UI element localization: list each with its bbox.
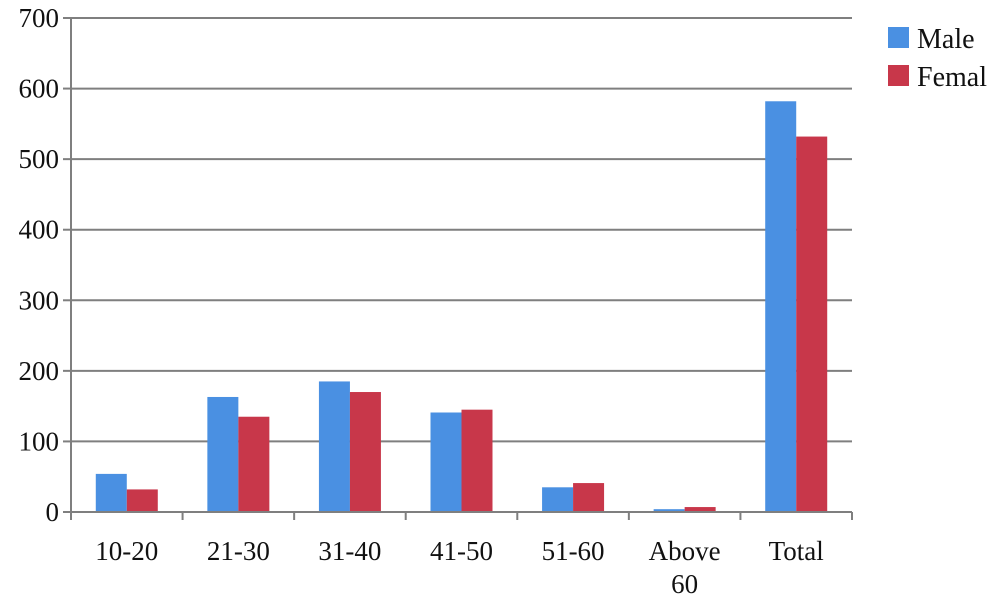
y-tick-label: 600 (19, 74, 60, 104)
bar-femal-1 (238, 416, 270, 512)
x-tick-label-line: 10-20 (95, 536, 158, 566)
y-tick-label: 500 (19, 144, 60, 174)
y-tick-label: 200 (19, 356, 60, 386)
bar-male-0 (95, 473, 127, 512)
legend-label-femal: Femal (917, 62, 987, 93)
bar-femal-3 (461, 409, 493, 512)
y-tick-label: 0 (46, 497, 60, 527)
y-tick-label: 100 (19, 426, 60, 456)
x-tick-label: 10-20 (95, 536, 158, 566)
bar-male-2 (318, 381, 350, 512)
bar-femal-4 (573, 483, 605, 512)
y-tick-label: 700 (19, 3, 60, 33)
bar-male-3 (430, 412, 462, 512)
x-tick-label-line: 41-50 (430, 536, 493, 566)
bar-femal-6 (796, 136, 828, 512)
legend-label-male: Male (917, 24, 975, 55)
axes: 0 100 200 300 400 500 600 700 10-20 21-30 31-40 41-… (19, 3, 853, 599)
x-tick-label: Above 60 (649, 536, 721, 599)
x-tick-label: Total (769, 536, 824, 566)
legend: Male Femal (888, 24, 987, 93)
legend-swatch-male (888, 27, 909, 48)
bar-male-1 (207, 396, 239, 512)
bar-male-4 (542, 487, 574, 512)
bar-femal-0 (126, 489, 158, 512)
x-tick-label: 41-50 (430, 536, 493, 566)
bar-femal-2 (349, 392, 381, 512)
x-tick-label: 31-40 (318, 536, 381, 566)
x-tick-label-line: Total (769, 536, 824, 566)
x-tick-label-line: 51-60 (542, 536, 605, 566)
bars (95, 101, 828, 512)
y-tick-label: 300 (19, 285, 60, 315)
x-tick-label-line: Above (649, 536, 721, 566)
bar-male-5 (653, 509, 685, 512)
bar-male-6 (765, 101, 797, 512)
x-tick-label: 21-30 (207, 536, 270, 566)
x-tick-label-line: 21-30 (207, 536, 270, 566)
gridlines (71, 17, 852, 443)
bar-femal-5 (684, 507, 716, 512)
x-tick-label: 51-60 (542, 536, 605, 566)
x-tick-label-line: 60 (671, 569, 698, 599)
x-tick-label-line: 31-40 (318, 536, 381, 566)
legend-swatch-femal (888, 65, 909, 86)
y-tick-label: 400 (19, 215, 60, 245)
